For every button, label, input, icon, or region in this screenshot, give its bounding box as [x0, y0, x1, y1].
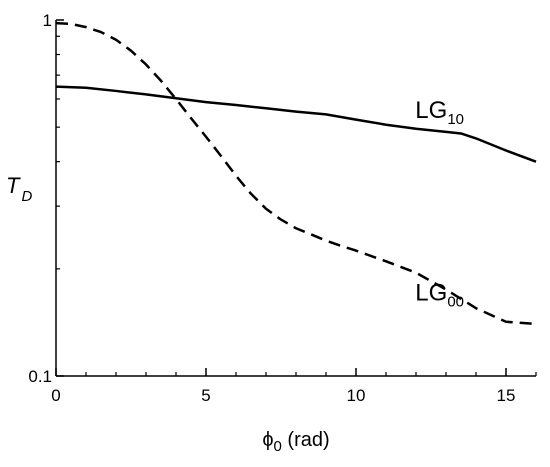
x-tick-label: 10: [347, 386, 366, 405]
y-tick-label: 1: [43, 11, 52, 30]
series-layer: [55, 21, 537, 326]
annotations: LG10 LG00: [415, 97, 464, 310]
series-line-dashed: [55, 21, 537, 326]
axis-ticks: 0 5 10 15 1 0.1: [28, 11, 537, 405]
series-annotation: LG00: [415, 279, 464, 310]
x-tick-label: 0: [51, 386, 60, 405]
x-tick-label: 5: [201, 386, 210, 405]
y-tick-label: 0.1: [28, 367, 52, 386]
series-line-solid: [55, 85, 537, 163]
x-axis-label: ϕ0 (rad): [262, 429, 329, 455]
plot-frame: [55, 20, 536, 377]
x-tick-label: 15: [497, 386, 516, 405]
series-annotation: LG10: [415, 97, 464, 128]
